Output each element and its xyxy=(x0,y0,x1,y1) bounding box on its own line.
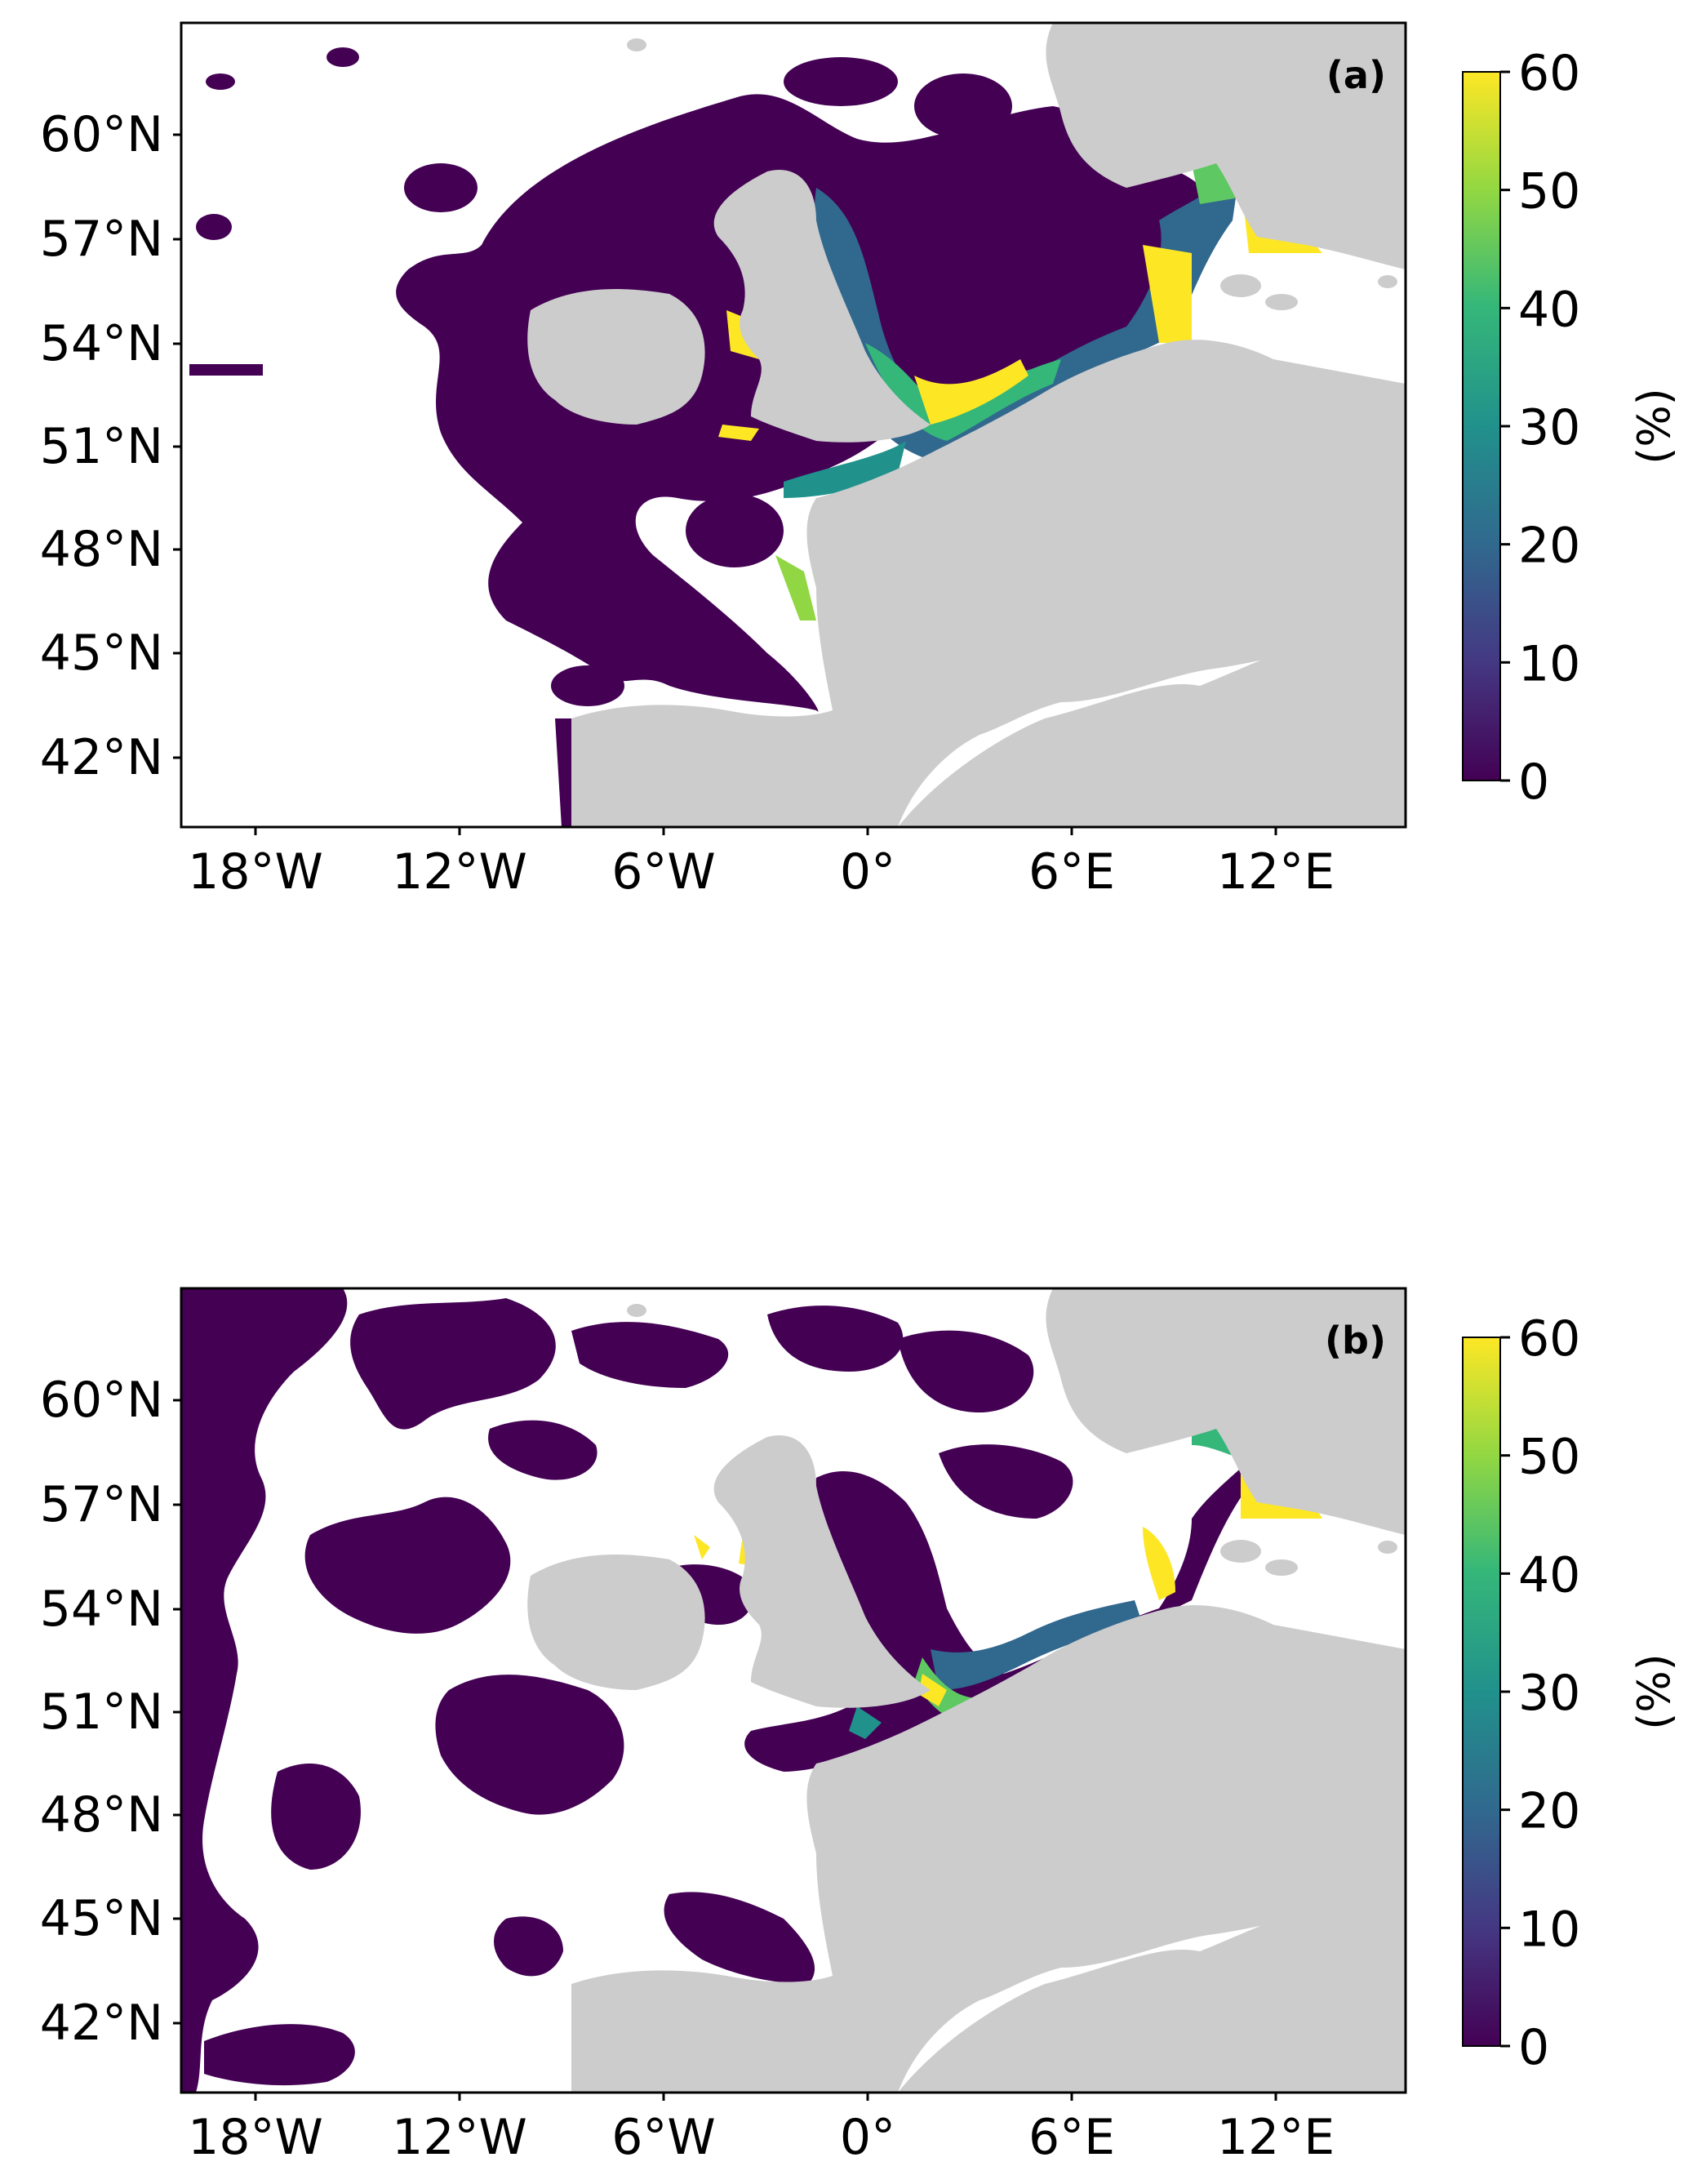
land-b xyxy=(527,1288,1406,2093)
colorbar-label: (%) xyxy=(1628,1653,1680,1729)
lat-ticks-b: 60°N 57°N 54°N 51°N 48°N 45°N 42°N xyxy=(40,1372,181,2052)
lon-tick-label: 6°E xyxy=(1028,2109,1115,2166)
lat-tick-label: 48°N xyxy=(40,521,163,578)
colorbar-tick-label: 60 xyxy=(1518,1310,1580,1368)
colorbar-tick-label: 0 xyxy=(1518,2019,1549,2076)
colorbar-gradient xyxy=(1462,71,1501,781)
lon-tick-label: 12°W xyxy=(392,843,527,901)
lat-tick-label: 45°N xyxy=(40,1890,163,1947)
colorbar-tick-label: 20 xyxy=(1518,1783,1580,1840)
colorbar-gradient xyxy=(1462,1337,1501,2047)
lat-tick-label: 42°N xyxy=(40,729,163,786)
colorbar-tick-label: 0 xyxy=(1518,754,1549,811)
land-a xyxy=(527,23,1406,827)
lon-tick-label: 12°E xyxy=(1217,2109,1335,2166)
lon-tick-label: 12°E xyxy=(1217,843,1335,901)
colorbar-tick-label: 50 xyxy=(1518,163,1580,220)
lon-tick-label: 18°W xyxy=(188,843,323,901)
colorbar-tick-label: 60 xyxy=(1518,45,1580,102)
lon-tick-label: 18°W xyxy=(188,2109,323,2166)
lat-tick-label: 60°N xyxy=(40,106,163,163)
colorbar-tick-label: 10 xyxy=(1518,635,1580,692)
lon-tick-label: 0° xyxy=(840,2109,895,2166)
colorbar-tick-label: 40 xyxy=(1518,281,1580,338)
colorbar-tick-label: 30 xyxy=(1518,399,1580,456)
lat-tick-label: 45°N xyxy=(40,625,163,682)
map-area-a xyxy=(181,23,1406,827)
lat-tick-label: 48°N xyxy=(40,1786,163,1844)
map-frame-b xyxy=(180,1287,1407,2094)
colorbar-tick-label: 30 xyxy=(1518,1665,1580,1722)
lat-tick-label: 51°N xyxy=(40,1684,163,1741)
lon-tick-label: 6°E xyxy=(1028,843,1115,901)
colorbar-tick-label: 50 xyxy=(1518,1429,1580,1486)
lon-tick-label: 0° xyxy=(840,843,895,901)
colorbar-ticks-b: 0 10 20 30 40 50 60 xyxy=(1500,1310,1580,2076)
map-area-b xyxy=(181,1288,1406,2093)
lat-tick-label: 54°N xyxy=(40,1581,163,1638)
colorbar-ticks-a: 0 10 20 30 40 50 60 xyxy=(1500,45,1580,811)
panel-b: 60°N 57°N 54°N 51°N 48°N 45°N 42°N 18°W 12°W 6°W… xyxy=(0,1265,1688,2180)
lon-ticks-a: 18°W 12°W 6°W 0° 6°E 12°E xyxy=(188,827,1335,901)
panel-label: (a) xyxy=(1326,53,1386,97)
map-figure-a: 60°N 57°N 54°N 51°N 48°N 45°N 42°N 18°W 12°W 6°W… xyxy=(40,21,1680,901)
colorbar-b: 0 10 20 30 40 50 60 (%) xyxy=(1462,1310,1680,2076)
lon-tick-label: 6°W xyxy=(611,843,716,901)
map-figure-b: 60°N 57°N 54°N 51°N 48°N 45°N 42°N 18°W 12°W 6°W… xyxy=(40,1287,1680,2166)
lat-tick-label: 42°N xyxy=(40,1995,163,2052)
lat-tick-label: 51°N xyxy=(40,418,163,475)
lat-tick-label: 60°N xyxy=(40,1372,163,1429)
lon-ticks-b: 18°W 12°W 6°W 0° 6°E 12°E xyxy=(188,2093,1335,2166)
lat-tick-label: 57°N xyxy=(40,1476,163,1533)
colorbar-tick-label: 40 xyxy=(1518,1546,1580,1604)
lat-tick-label: 57°N xyxy=(40,211,163,268)
panel-a: 60°N 57°N 54°N 51°N 48°N 45°N 42°N 18°W 12°W 6°W… xyxy=(0,0,1688,914)
lon-tick-label: 6°W xyxy=(611,2109,716,2166)
panel-label: (b) xyxy=(1325,1319,1386,1363)
colorbar-tick-label: 20 xyxy=(1518,518,1580,575)
lat-ticks-a: 60°N 57°N 54°N 51°N 48°N 45°N 42°N xyxy=(40,106,181,786)
map-frame-a xyxy=(180,21,1407,829)
lon-tick-label: 12°W xyxy=(392,2109,527,2166)
colorbar-label: (%) xyxy=(1628,388,1680,464)
colorbar-a: 0 10 20 30 40 50 60 (%) xyxy=(1462,45,1680,811)
colorbar-tick-label: 10 xyxy=(1518,1901,1580,1958)
lat-tick-label: 54°N xyxy=(40,315,163,372)
